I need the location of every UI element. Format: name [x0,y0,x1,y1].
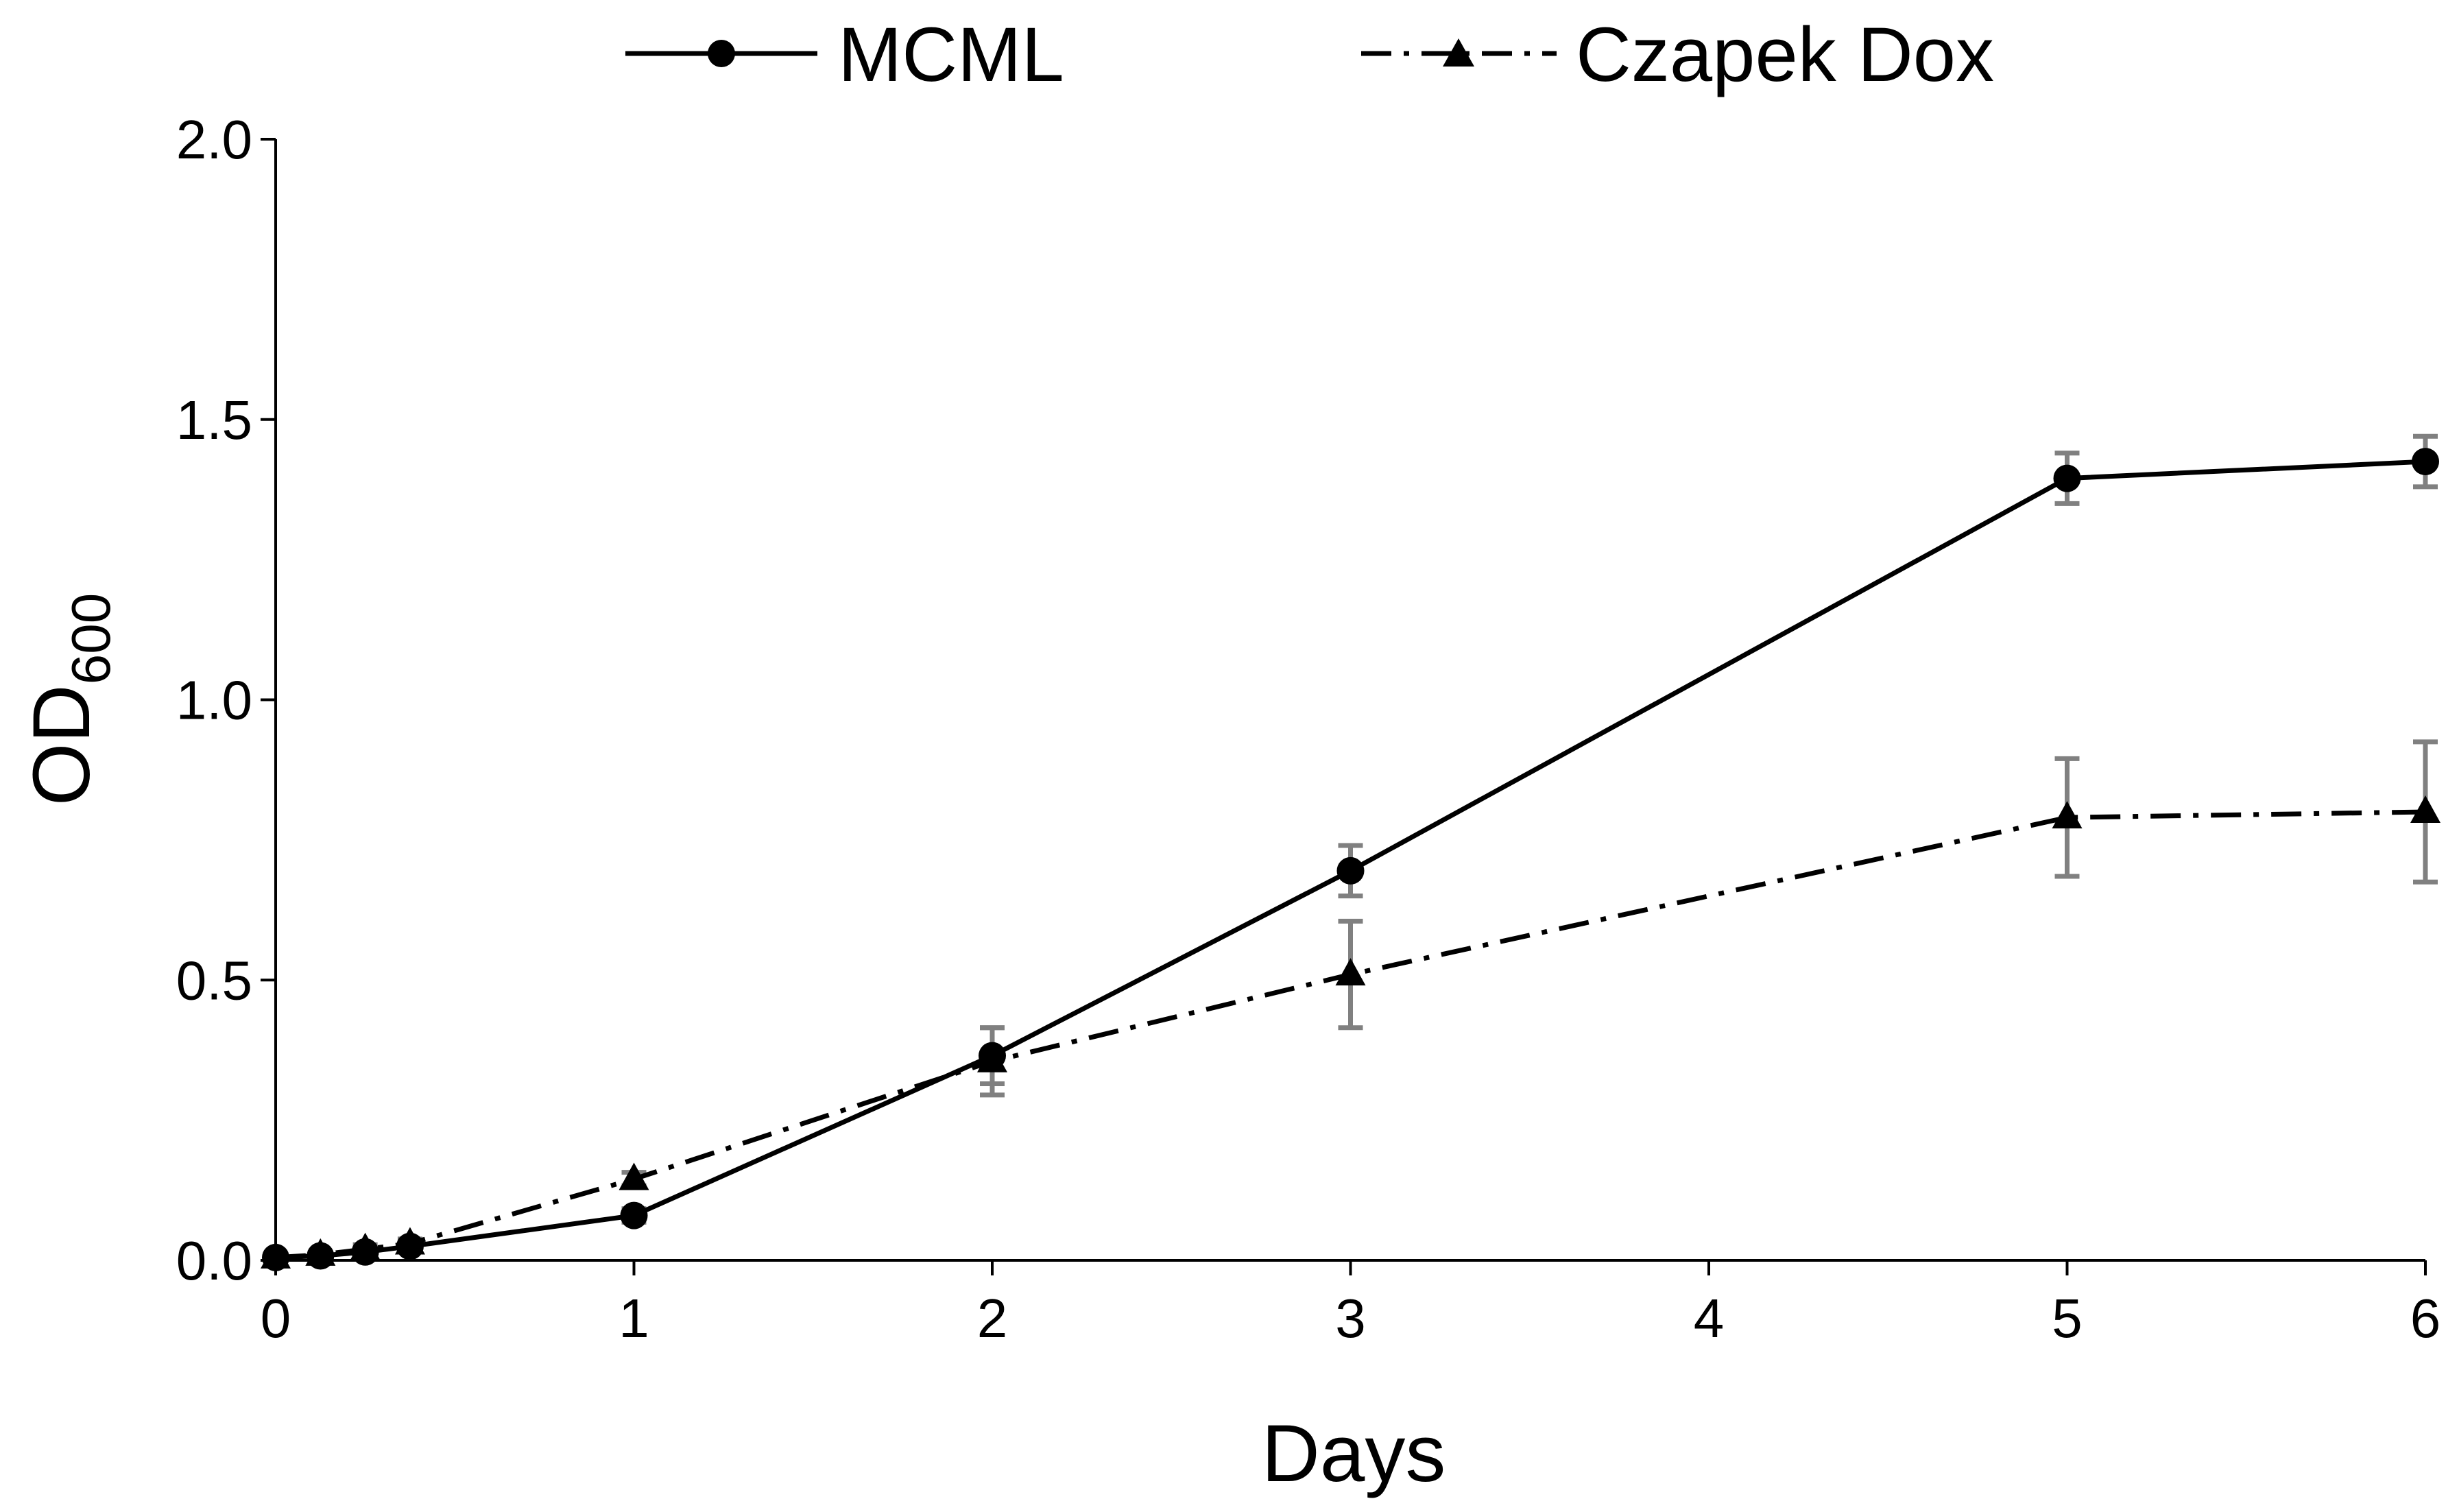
mcml-point [620,1201,648,1229]
mcml-point [2053,464,2081,492]
y-tick-label: 1.0 [176,670,252,731]
y-axis-title-subscript: 600 [60,593,121,684]
y-tick-label: 1.5 [176,389,252,451]
x-tick-label: 1 [619,1288,649,1349]
czapek-dox-point [394,1227,425,1255]
x-tick-label: 4 [1694,1288,1725,1349]
czapek-dox-point [350,1232,381,1260]
legend-czapek-marker [1443,38,1474,67]
y-tick-label: 0.0 [176,1230,252,1291]
czapek-dox-point [305,1238,336,1266]
mcml-point [1336,856,1365,885]
czapek-dox-point [1335,958,1366,986]
y-tick-label: 0.5 [176,950,252,1011]
mcml-point [2412,448,2439,476]
x-tick-label: 3 [1335,1288,1366,1349]
x-tick-label: 2 [977,1288,1008,1349]
czapek-dox-point [2052,801,2083,829]
x-tick-label: 0 [261,1288,291,1349]
czapek-dox-point [619,1162,649,1190]
y-axis-title: OD600 [16,593,121,806]
legend-mcml-marker [708,40,735,67]
legend-mcml-label: MCML [838,12,1064,97]
y-axis-title-main: OD [16,684,107,806]
legend-czapek-label: Czapek Dox [1576,12,1994,97]
y-tick-label: 2.0 [176,109,252,170]
x-tick-label: 5 [2052,1288,2083,1349]
czapek-dox-point [977,1044,1007,1072]
x-tick-label: 6 [2410,1288,2441,1349]
x-axis-title: Days [1262,1408,1446,1499]
czapek-dox-point [2410,795,2440,823]
